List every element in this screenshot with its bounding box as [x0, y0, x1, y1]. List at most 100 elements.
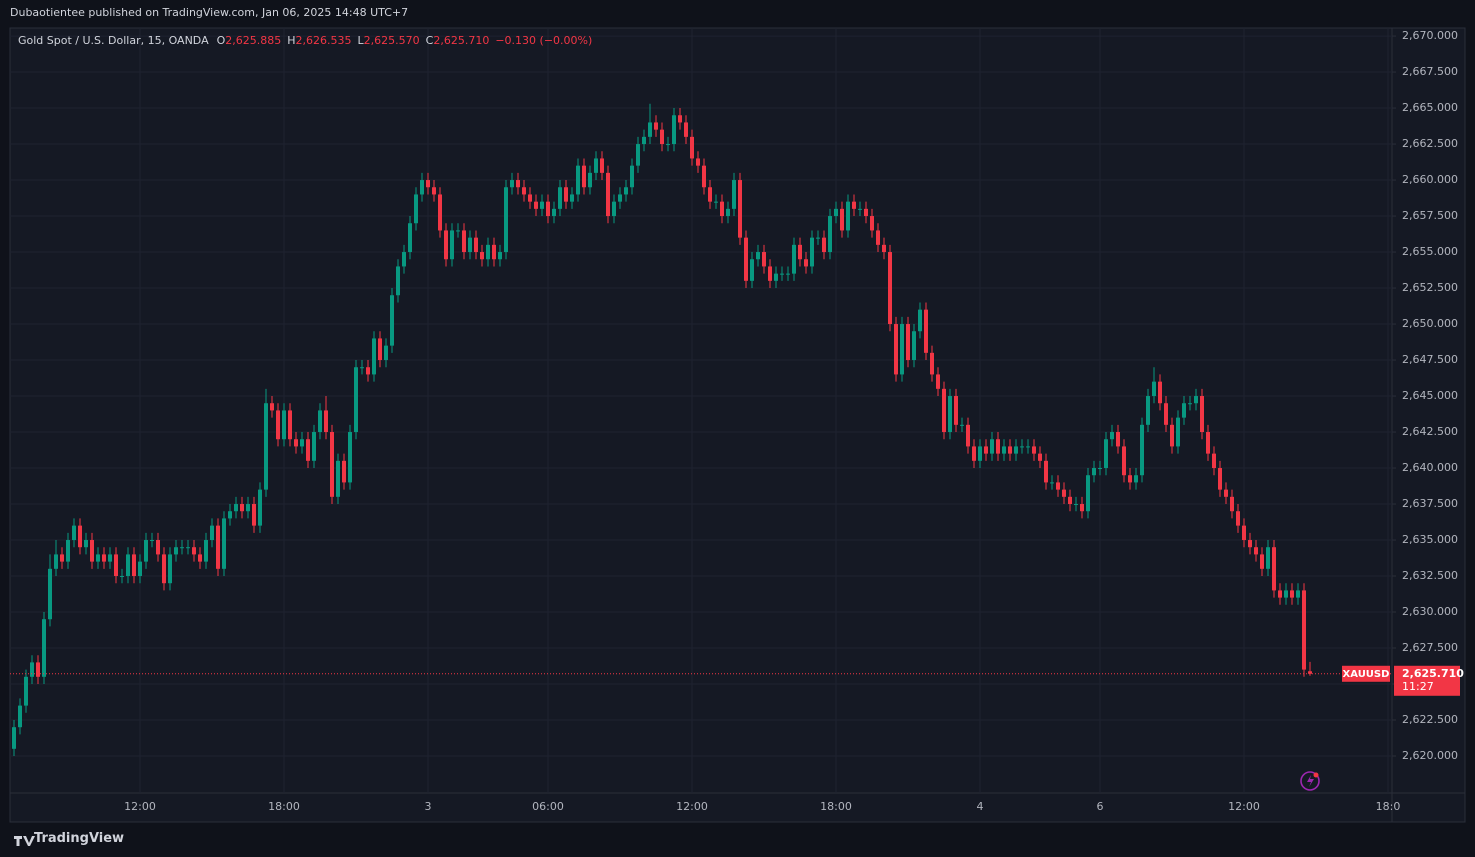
candle-body	[126, 554, 130, 577]
candle-body	[942, 388, 946, 433]
candle-body	[828, 216, 832, 253]
y-tick-label: 2,642.500	[1402, 425, 1458, 438]
candle-body	[768, 266, 772, 281]
candle-body	[690, 136, 694, 159]
candle-body	[846, 201, 850, 231]
candle-body	[1206, 432, 1210, 454]
candle-body	[600, 158, 604, 173]
candle-body	[978, 446, 982, 461]
y-tick-label: 2,667.500	[1402, 65, 1458, 78]
y-tick-label: 2,637.500	[1402, 497, 1458, 510]
candle-body	[744, 237, 748, 281]
candle-body	[102, 554, 106, 562]
candle-body	[1200, 396, 1204, 433]
candle-body	[876, 230, 880, 245]
candle-body	[198, 554, 202, 562]
candle-body	[648, 122, 652, 137]
candle-body	[738, 180, 742, 238]
y-tick-label: 2,670.000	[1402, 29, 1458, 42]
candle-body	[1104, 439, 1108, 469]
alert-bolt	[1307, 775, 1314, 787]
y-tick-label: 2,645.000	[1402, 389, 1458, 402]
candle-body	[258, 489, 262, 526]
candle-body	[822, 237, 826, 253]
candle-body	[882, 244, 886, 253]
candle-body	[618, 194, 622, 202]
candle-body	[1236, 511, 1240, 526]
candle-body	[264, 403, 268, 490]
candle-body	[918, 309, 922, 332]
candle-body	[570, 194, 574, 202]
candle-body	[450, 230, 454, 260]
candle-body	[582, 165, 586, 188]
candle-body	[1044, 460, 1048, 483]
candle-body	[894, 324, 898, 375]
candle-body	[1242, 525, 1246, 541]
candle-body	[660, 129, 664, 145]
x-tick-label: 12:00	[1228, 800, 1260, 813]
candle-body	[540, 201, 544, 209]
candle-body	[300, 439, 304, 447]
candle-body	[144, 540, 148, 562]
y-tick-label: 2,652.500	[1402, 281, 1458, 294]
candle-body	[510, 180, 514, 188]
candle-body	[834, 208, 838, 217]
candle-body	[888, 252, 892, 325]
x-tick-label: 18:00	[820, 800, 852, 813]
x-tick-label: 3	[425, 800, 432, 813]
last-price-box	[1394, 665, 1460, 696]
candle-body	[840, 208, 844, 231]
legend-value: 2,625.710	[433, 34, 490, 47]
candle-body	[150, 540, 154, 542]
candle-body	[1212, 453, 1216, 469]
candle-body	[972, 446, 976, 461]
candle-body	[162, 554, 166, 584]
y-tick-label: 2,660.000	[1402, 173, 1458, 186]
candle-body	[1116, 432, 1120, 447]
candle-body	[246, 504, 250, 512]
candle-body	[564, 187, 568, 202]
candle-body	[624, 187, 628, 195]
candle-body	[96, 554, 100, 562]
candle-body	[1026, 446, 1030, 448]
symbol-title: Gold Spot / U.S. Dollar, 15, OANDA	[18, 34, 209, 47]
candle-body	[282, 410, 286, 440]
alert-icon[interactable]	[1300, 771, 1320, 791]
candle-body	[516, 180, 520, 188]
y-tick-label: 2,647.500	[1402, 353, 1458, 366]
candle-body	[252, 504, 256, 526]
candle-body	[900, 324, 904, 375]
legend-key: H	[287, 34, 296, 47]
candle-body	[1248, 540, 1252, 548]
candle-body	[678, 115, 682, 123]
candle-body	[672, 115, 676, 145]
y-tick-label: 2,640.000	[1402, 461, 1458, 474]
candle-body	[324, 410, 328, 433]
candle-body	[522, 187, 526, 195]
candle-body	[912, 331, 916, 361]
candle-body	[1128, 475, 1132, 483]
candle-body	[36, 662, 40, 677]
candle-body	[108, 554, 112, 562]
candle-body	[1224, 489, 1228, 497]
candle-body	[1170, 424, 1174, 447]
y-tick-label: 2,655.000	[1402, 245, 1458, 258]
candle-body	[702, 165, 706, 188]
candle-body	[390, 295, 394, 346]
symbol-tag: XAUUSD	[1343, 669, 1390, 680]
candle-body	[726, 208, 730, 217]
candle-body	[498, 252, 502, 260]
candle-body	[576, 165, 580, 195]
candle-body	[642, 136, 646, 145]
brand: TradingView	[34, 831, 125, 846]
candle-body	[636, 144, 640, 166]
candle-body	[444, 230, 448, 260]
y-tick-label: 2,635.000	[1402, 533, 1458, 546]
candle-body	[366, 367, 370, 375]
candle-body	[1188, 403, 1192, 405]
candle-body	[1056, 482, 1060, 490]
candle-body	[360, 367, 364, 369]
legend-key: O	[216, 34, 226, 47]
candle-body	[180, 547, 184, 549]
